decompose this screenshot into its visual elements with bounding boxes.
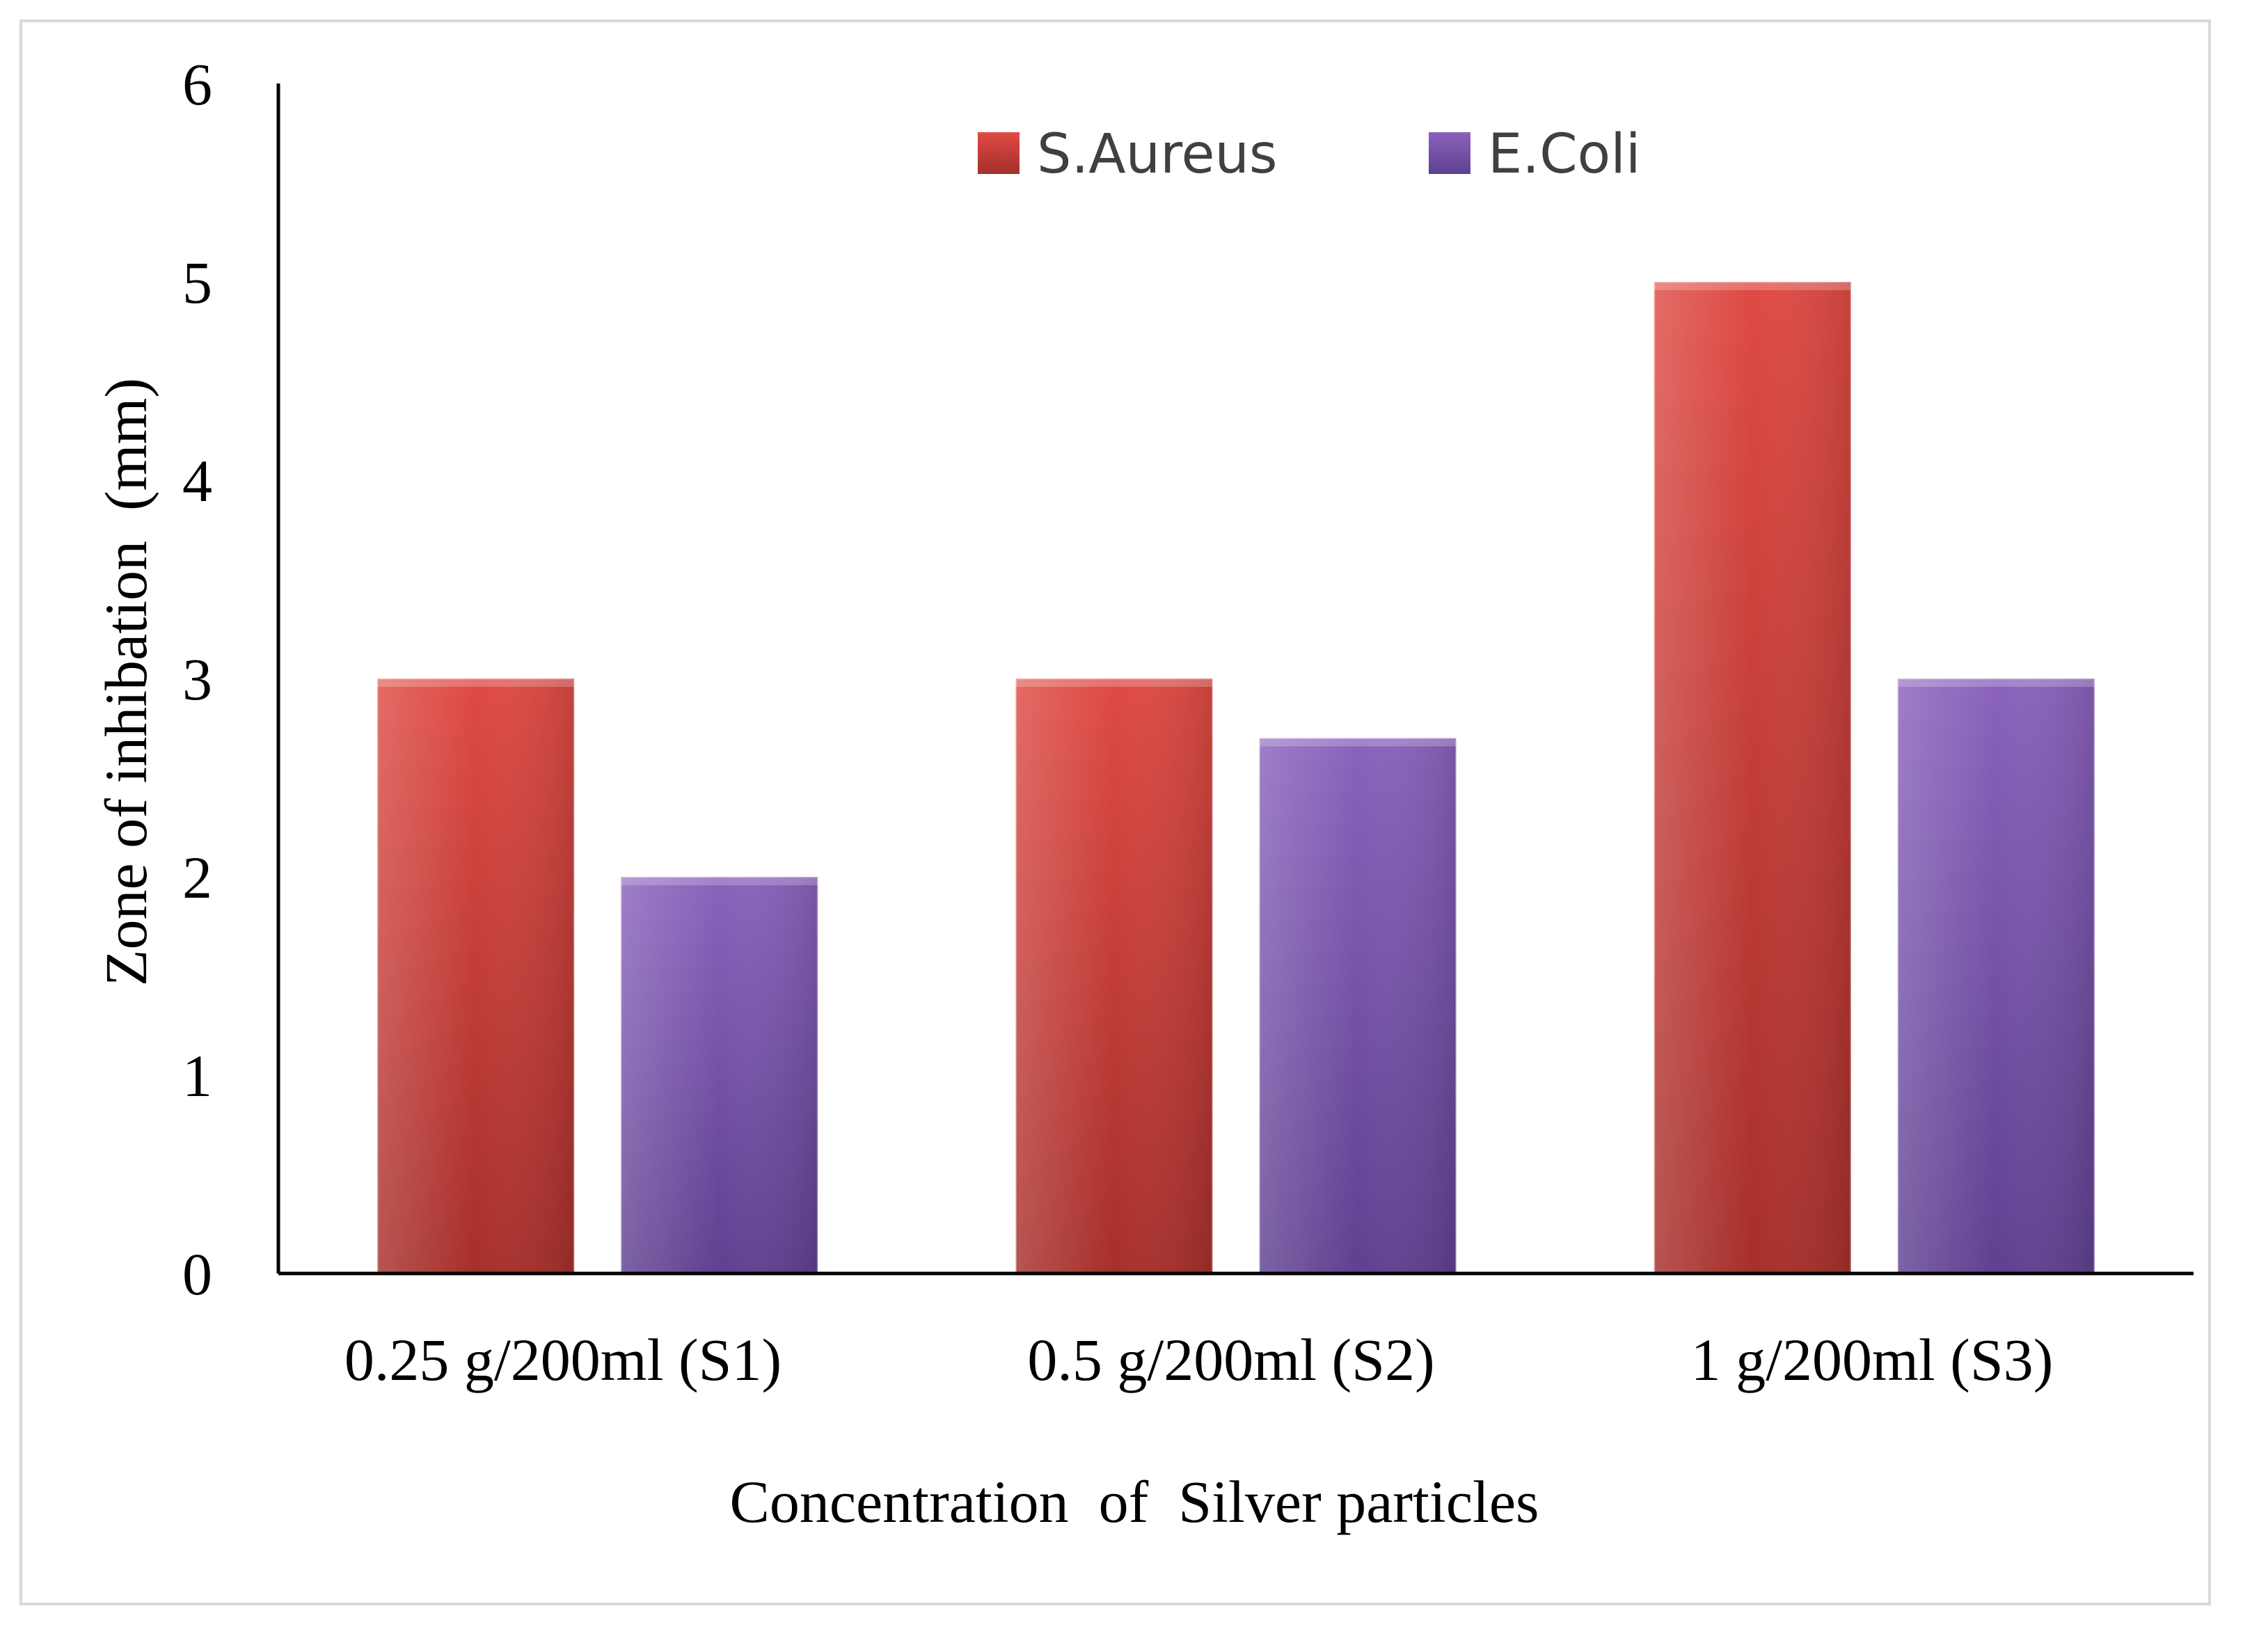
legend-label-s-aureus: S.Aureus — [1037, 123, 1278, 186]
y-tick-label: 6 — [182, 51, 212, 118]
y-tick-label: 4 — [182, 447, 212, 514]
legend-swatch-s-aureus — [978, 132, 1020, 174]
bar-top-bevel-s-aureus-2 — [1015, 678, 1213, 687]
y-tick-label: 3 — [182, 646, 212, 713]
y-tick-label: 1 — [182, 1042, 212, 1109]
y-tick-labels: 0 1 2 3 4 5 6 — [182, 51, 212, 1308]
legend-label-e-coli: E.Coli — [1488, 123, 1641, 186]
bar-top-bevel-s-aureus-3 — [1654, 282, 1851, 290]
bar-top-bevel-s-aureus-1 — [377, 678, 575, 687]
bar-shade-e-coli-1 — [621, 877, 818, 1273]
bar-top-bevel-e-coli-2 — [1259, 738, 1457, 747]
bar-shade-e-coli-2 — [1259, 738, 1457, 1273]
y-axis-title: Zone of inhibation (mm) — [93, 378, 159, 986]
bar-shade-s-aureus-2 — [1015, 678, 1213, 1273]
bar-top-bevel-e-coli-1 — [621, 877, 818, 885]
x-category-labels: 0.25 g/200ml (S1) 0.5 g/200ml (S2) 1 g/200… — [344, 1326, 2054, 1393]
y-tick-label: 2 — [182, 844, 212, 911]
y-tick-label: 0 — [182, 1241, 212, 1308]
x-category-label: 0.25 g/200ml (S1) — [344, 1326, 782, 1393]
legend: S.Aureus E.Coli — [978, 123, 1641, 186]
bars-layer — [376, 280, 2096, 1275]
legend-swatch-e-coli — [1429, 132, 1470, 174]
y-tick-label: 5 — [182, 249, 212, 316]
x-category-label: 0.5 g/200ml (S2) — [1027, 1326, 1434, 1393]
x-axis-title: Concentration of Silver particles — [729, 1468, 1539, 1535]
x-category-label: 1 g/200ml (S3) — [1691, 1326, 2054, 1393]
bar-shade-e-coli-3 — [1897, 678, 2095, 1273]
bar-top-bevel-e-coli-3 — [1897, 678, 2095, 687]
bar-shade-s-aureus-1 — [377, 678, 575, 1273]
bar-shade-s-aureus-3 — [1654, 282, 1851, 1273]
